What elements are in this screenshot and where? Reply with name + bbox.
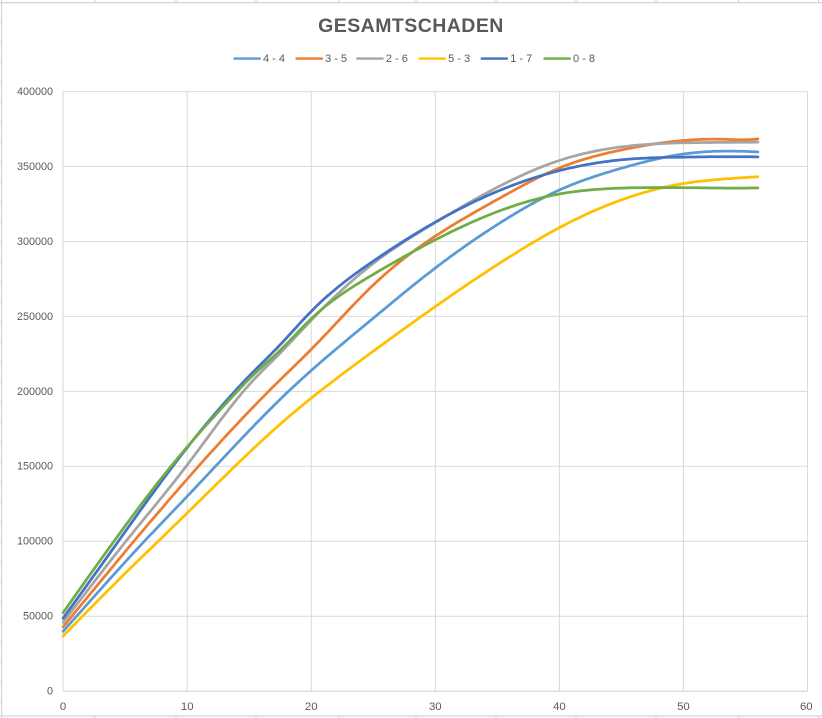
svg-text:20: 20 bbox=[305, 701, 318, 713]
svg-text:100000: 100000 bbox=[17, 536, 53, 548]
svg-text:3 - 5: 3 - 5 bbox=[325, 53, 347, 65]
svg-text:0 - 8: 0 - 8 bbox=[573, 53, 595, 65]
svg-text:50: 50 bbox=[677, 701, 690, 713]
svg-text:10: 10 bbox=[181, 701, 194, 713]
svg-text:40: 40 bbox=[553, 701, 566, 713]
svg-text:50000: 50000 bbox=[23, 611, 53, 623]
svg-text:GESAMTSCHADEN: GESAMTSCHADEN bbox=[318, 15, 504, 37]
svg-text:4 - 4: 4 - 4 bbox=[263, 53, 285, 65]
svg-text:1 - 7: 1 - 7 bbox=[510, 53, 532, 65]
svg-text:30: 30 bbox=[429, 701, 442, 713]
svg-text:200000: 200000 bbox=[17, 386, 53, 398]
svg-text:0: 0 bbox=[60, 701, 66, 713]
svg-text:350000: 350000 bbox=[17, 161, 53, 173]
svg-text:150000: 150000 bbox=[17, 461, 53, 473]
svg-text:60: 60 bbox=[800, 701, 813, 713]
svg-text:0: 0 bbox=[47, 686, 53, 698]
svg-text:250000: 250000 bbox=[17, 311, 53, 323]
svg-text:2 - 6: 2 - 6 bbox=[386, 53, 408, 65]
svg-text:400000: 400000 bbox=[17, 86, 53, 98]
svg-text:300000: 300000 bbox=[17, 236, 53, 248]
svg-text:5 - 3: 5 - 3 bbox=[448, 53, 470, 65]
